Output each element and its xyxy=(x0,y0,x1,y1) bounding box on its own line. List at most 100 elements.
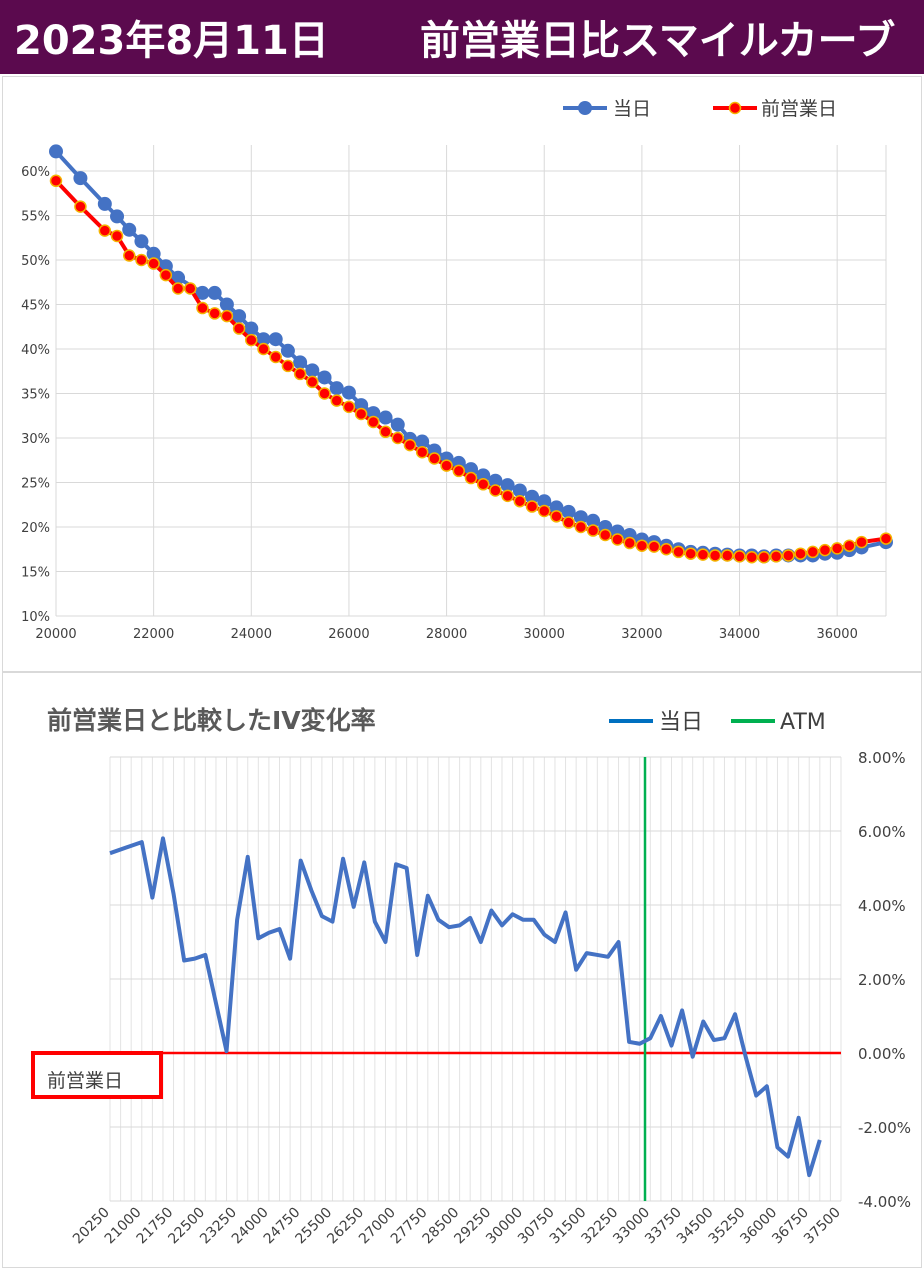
page-header: 2023年8月11日 前営業日比スマイルカーブ xyxy=(0,0,924,74)
legend-marker-prev xyxy=(728,101,742,115)
data-point-today xyxy=(354,398,369,413)
data-point-prev xyxy=(745,551,758,564)
iv-change-chart-panel: 前営業日と比較したIV変化率 -4.00% -2.00% 0.00% 2.00% 4.00… xyxy=(2,672,922,1268)
data-point-prev xyxy=(855,535,868,549)
data-point-today xyxy=(476,468,491,483)
y-tick-label: 45% xyxy=(21,299,50,314)
data-point-today xyxy=(256,332,271,347)
y-tick-label: 15% xyxy=(21,566,50,581)
data-point-prev xyxy=(245,333,258,347)
x-tick-label: 34000 xyxy=(719,627,760,642)
data-point-today xyxy=(134,234,149,249)
legend-label-prev: 前営業日 xyxy=(761,98,837,120)
data-point-prev xyxy=(122,249,136,262)
legend-label-atm: ATM xyxy=(780,710,826,735)
data-point-prev xyxy=(49,174,63,188)
data-point-prev xyxy=(379,425,392,439)
data-point-prev xyxy=(757,551,771,564)
x-tick-label: 28000 xyxy=(426,627,467,642)
chart-legend: 当日 ATM xyxy=(609,710,826,735)
data-point-prev xyxy=(635,539,649,552)
data-point-prev xyxy=(403,438,417,452)
data-point-prev xyxy=(501,489,514,503)
data-point-today xyxy=(512,483,527,498)
data-point-today xyxy=(244,321,259,336)
data-point-today xyxy=(390,417,405,432)
data-point-prev xyxy=(232,322,246,335)
x-tick-label: 24000 xyxy=(231,627,272,642)
y-tick-label: 35% xyxy=(21,388,50,403)
data-point-today xyxy=(268,332,283,347)
data-point-today xyxy=(464,462,478,477)
data-point-prev xyxy=(452,464,466,478)
data-point-prev xyxy=(794,547,807,560)
zero-label: 前営業日 xyxy=(47,1070,123,1092)
data-point-today xyxy=(525,489,540,504)
data-point-prev xyxy=(342,400,356,414)
legend-marker-today xyxy=(578,101,592,115)
data-point-prev xyxy=(110,229,124,243)
data-point-prev xyxy=(135,253,148,267)
data-point-today xyxy=(378,410,393,425)
y-tick-label: 50% xyxy=(21,254,50,269)
data-point-prev xyxy=(525,500,539,513)
data-point-prev xyxy=(611,533,624,546)
data-point-prev xyxy=(147,257,160,270)
legend-label-today: 当日 xyxy=(659,710,703,735)
data-point-prev xyxy=(391,431,405,445)
data-point-today xyxy=(146,246,161,261)
data-point-prev xyxy=(354,407,368,421)
data-point-prev xyxy=(647,540,661,553)
data-point-prev xyxy=(269,350,282,364)
data-point-today xyxy=(232,309,247,324)
data-point-prev xyxy=(74,200,87,213)
data-point-today xyxy=(573,510,588,525)
data-point-prev xyxy=(574,520,588,534)
zero-label-box xyxy=(31,1051,163,1099)
data-point-prev xyxy=(684,547,697,560)
data-point-prev xyxy=(550,510,563,523)
y-tick-label: 25% xyxy=(21,477,50,492)
data-point-today xyxy=(329,381,344,396)
data-point-prev xyxy=(562,516,575,529)
data-point-today xyxy=(341,385,356,400)
data-point-prev xyxy=(769,550,783,563)
chart-legend: 当日 前営業日 xyxy=(563,98,837,120)
data-point-prev xyxy=(98,224,112,237)
data-point-today xyxy=(49,144,63,159)
y-tick-label: 4.00% xyxy=(858,897,906,915)
x-tick-label: 22000 xyxy=(133,627,174,642)
y-tick-label: 2.00% xyxy=(858,971,906,989)
smile-curve-chart: 20000 22000 24000 26000 28000 30000 32000 34000… xyxy=(21,98,893,642)
data-point-prev xyxy=(782,549,795,562)
data-point-prev xyxy=(367,415,380,429)
y-tick-label: 40% xyxy=(21,343,50,358)
legend-label-today: 当日 xyxy=(613,98,651,120)
series-line-today xyxy=(54,150,887,559)
y-tick-label: 0.00% xyxy=(858,1045,906,1063)
data-point-prev xyxy=(537,504,551,518)
x-tick-label: 30000 xyxy=(524,627,565,642)
data-point-prev xyxy=(513,494,527,508)
y-tick-label: 55% xyxy=(21,210,50,225)
data-point-today xyxy=(549,500,564,515)
data-point-prev xyxy=(599,528,612,542)
data-point-today xyxy=(195,285,210,300)
x-tick-label: 20000 xyxy=(35,627,76,642)
data-point-prev xyxy=(171,282,185,295)
data-point-prev xyxy=(660,543,673,556)
data-point-prev xyxy=(843,539,856,552)
y-tick-label: -4.00% xyxy=(858,1193,911,1211)
y-tick-label: -2.00% xyxy=(858,1119,911,1137)
data-point-prev xyxy=(281,359,295,373)
series-line-prev xyxy=(54,179,887,560)
data-point-prev xyxy=(220,309,234,323)
series-line-today xyxy=(109,836,822,1178)
data-point-prev xyxy=(159,268,173,282)
x-tick-label: 32000 xyxy=(621,627,662,642)
data-point-today xyxy=(317,370,332,385)
data-point-prev xyxy=(318,387,331,400)
data-point-prev xyxy=(184,282,197,295)
data-point-today xyxy=(537,494,552,509)
x-tick-label: 36000 xyxy=(816,627,857,642)
